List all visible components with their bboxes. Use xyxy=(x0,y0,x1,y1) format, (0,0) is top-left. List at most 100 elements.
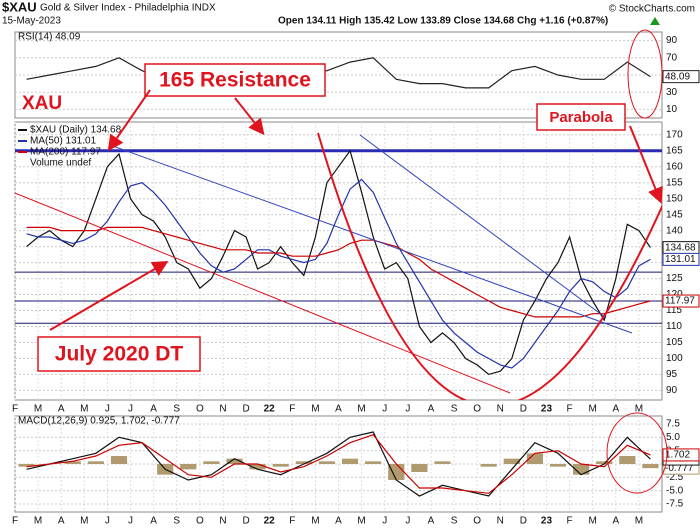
series-line xyxy=(26,226,651,318)
legend-label: $XAU (Daily) 134.68 xyxy=(30,125,122,136)
x-tick-label: 22 xyxy=(264,404,276,415)
x-tick-label: M xyxy=(311,404,319,415)
x-tick-label: O xyxy=(196,516,204,527)
x-tick-label: N xyxy=(219,404,226,415)
x-tick-label: J xyxy=(128,404,133,415)
last-value-label: 48.09 xyxy=(665,71,690,82)
up-arrow xyxy=(650,17,660,25)
x-tick-label: M xyxy=(34,404,42,415)
credit: © StockCharts.com xyxy=(609,4,695,15)
x-tick-label: J xyxy=(405,404,410,415)
x-tick-label: 23 xyxy=(541,516,553,527)
y-tick-label: 5.0 xyxy=(666,432,680,443)
date: 15-May-2023 xyxy=(2,16,61,27)
histogram-bar xyxy=(18,464,35,467)
x-tick-label: O xyxy=(473,404,481,415)
histogram-bar xyxy=(619,456,636,464)
histogram-bar xyxy=(226,458,243,464)
x-tick-label: M xyxy=(80,404,88,415)
y-tick-label: 150 xyxy=(666,193,683,204)
x-tick-label: M xyxy=(34,516,42,527)
x-tick-label: D xyxy=(520,516,527,527)
y-tick-label: 95 xyxy=(666,369,678,380)
histogram-bar xyxy=(480,464,497,467)
x-tick-label: S xyxy=(451,516,458,527)
x-tick-label: A xyxy=(428,404,435,415)
histogram-bar xyxy=(365,461,382,464)
y-tick-label: -7.5 xyxy=(666,499,684,510)
legend-label: MA(50) 131.01 xyxy=(30,136,97,147)
y-tick-label: 90 xyxy=(666,35,678,46)
x-tick-label: A xyxy=(58,516,65,527)
x-tick-label: S xyxy=(173,516,180,527)
series-line xyxy=(26,149,651,376)
y-tick-label: 165 xyxy=(666,145,683,156)
legend-label: MA(200) 117.97 xyxy=(30,147,101,158)
histogram-bar xyxy=(341,458,359,464)
quote: Open 134.11 High 135.42 Low 133.89 Close… xyxy=(278,16,608,27)
x-tick-label: M xyxy=(635,516,643,527)
series-line xyxy=(26,178,651,369)
histogram-bar xyxy=(64,461,81,464)
histogram-bar xyxy=(249,464,266,470)
histogram-bar xyxy=(434,461,451,464)
trendline xyxy=(109,144,633,334)
arrow xyxy=(234,97,265,136)
x-tick-label: M xyxy=(357,516,365,527)
histogram-bar xyxy=(526,453,543,464)
x-tick-label: M xyxy=(357,404,365,415)
highlight xyxy=(606,412,668,494)
last-value-label: 1.702 xyxy=(665,450,690,461)
x-tick-label: M xyxy=(589,516,597,527)
trendline xyxy=(15,192,511,394)
trendline xyxy=(359,134,607,319)
x-tick-label: J xyxy=(382,516,387,527)
x-tick-label: O xyxy=(196,404,204,415)
histogram-bar xyxy=(295,461,312,464)
histogram-bar xyxy=(549,464,567,467)
last-value-label: 131.01 xyxy=(665,254,696,265)
panel-label: RSI(14) 48.09 xyxy=(18,32,81,43)
x-tick-label: F xyxy=(12,404,18,415)
x-tick-label: A xyxy=(58,404,65,415)
x-tick-label: F xyxy=(567,404,573,415)
last-value-label: 117.97 xyxy=(665,296,695,307)
x-tick-label: D xyxy=(242,516,249,527)
y-tick-label: 140 xyxy=(666,225,683,236)
histogram-bar xyxy=(110,456,128,464)
x-tick-label: M xyxy=(635,404,643,415)
x-tick-label: O xyxy=(473,516,481,527)
x-tick-label: J xyxy=(382,404,387,415)
y-tick-label: 70 xyxy=(666,52,678,63)
symbol: $XAU xyxy=(2,0,37,14)
y-tick-label: 145 xyxy=(666,209,683,220)
x-tick-label: D xyxy=(520,404,527,415)
histogram-bar xyxy=(87,461,104,464)
y-tick-label: 125 xyxy=(666,273,683,284)
x-tick-label: A xyxy=(612,516,619,527)
x-tick-label: M xyxy=(589,404,597,415)
last-value-box xyxy=(662,448,700,462)
y-tick-label: 155 xyxy=(666,177,683,188)
histogram-bar xyxy=(411,464,428,472)
highlight xyxy=(627,29,663,119)
index-name: Gold & Silver Index - Philadelphia INDX xyxy=(40,3,216,14)
last-value-box xyxy=(662,70,700,84)
histogram-bar xyxy=(573,464,590,475)
arrows xyxy=(49,89,663,331)
x-tick-label: F xyxy=(12,516,18,527)
y-tick-label: 115 xyxy=(666,305,682,316)
y-tick-label: 160 xyxy=(666,161,683,172)
last-value-label: -0.777 xyxy=(665,463,694,474)
panel-label: MACD(12,26,9) 0.925, 1.702, -0.777 xyxy=(18,416,180,427)
annotation: XAU xyxy=(22,93,62,114)
x-tick-label: J xyxy=(105,404,110,415)
histogram-bar xyxy=(642,464,659,469)
y-tick-label: 10 xyxy=(666,104,678,115)
histogram-bar xyxy=(596,461,613,464)
x-tick-label: N xyxy=(497,516,504,527)
x-tick-label: D xyxy=(242,404,249,415)
series-line xyxy=(26,433,651,494)
